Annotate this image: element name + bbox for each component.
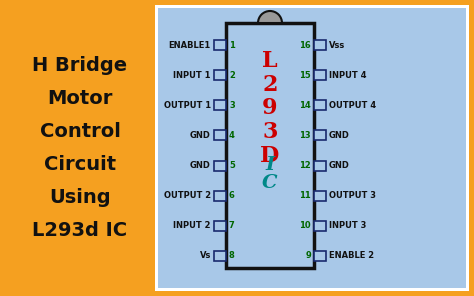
- Text: 4: 4: [229, 131, 235, 140]
- Text: 1: 1: [229, 41, 235, 49]
- Text: GND: GND: [190, 161, 211, 170]
- Bar: [158, 8, 466, 288]
- Text: ENABLE 2: ENABLE 2: [329, 252, 374, 260]
- Text: D: D: [260, 145, 280, 167]
- Bar: [314, 131, 326, 140]
- Bar: [214, 70, 226, 80]
- Bar: [214, 131, 226, 140]
- Text: H Bridge: H Bridge: [32, 56, 128, 75]
- Text: 6: 6: [229, 191, 235, 200]
- Bar: [314, 40, 326, 50]
- Text: 13: 13: [300, 131, 311, 140]
- Text: 9: 9: [262, 97, 278, 120]
- Text: 12: 12: [299, 161, 311, 170]
- Bar: [214, 160, 226, 170]
- Text: 9: 9: [305, 252, 311, 260]
- Bar: [155, 5, 469, 291]
- Text: 8: 8: [229, 252, 235, 260]
- Text: 14: 14: [299, 101, 311, 110]
- Text: 2: 2: [229, 71, 235, 80]
- Text: 3: 3: [262, 121, 278, 143]
- Text: INPUT 2: INPUT 2: [173, 221, 211, 230]
- Text: 11: 11: [299, 191, 311, 200]
- Text: OUTPUT 1: OUTPUT 1: [164, 101, 211, 110]
- Bar: [314, 70, 326, 80]
- Bar: [314, 191, 326, 201]
- Text: OUTPUT 2: OUTPUT 2: [164, 191, 211, 200]
- Text: 10: 10: [300, 221, 311, 230]
- Text: GND: GND: [190, 131, 211, 140]
- Text: Circuit: Circuit: [44, 155, 116, 174]
- Text: ENABLE1: ENABLE1: [169, 41, 211, 49]
- Text: I: I: [265, 156, 274, 174]
- Text: C: C: [262, 174, 278, 192]
- Text: INPUT 3: INPUT 3: [329, 221, 366, 230]
- Text: INPUT 4: INPUT 4: [329, 71, 366, 80]
- Bar: [314, 251, 326, 261]
- Bar: [214, 40, 226, 50]
- Text: 16: 16: [299, 41, 311, 49]
- Text: GND: GND: [329, 131, 350, 140]
- Text: Vs: Vs: [200, 252, 211, 260]
- Text: L: L: [262, 50, 278, 72]
- Text: GND: GND: [329, 161, 350, 170]
- Text: 5: 5: [229, 161, 235, 170]
- Text: OUTPUT 4: OUTPUT 4: [329, 101, 376, 110]
- Bar: [314, 160, 326, 170]
- Wedge shape: [258, 11, 282, 23]
- Bar: [314, 100, 326, 110]
- Bar: [214, 251, 226, 261]
- Text: Using: Using: [49, 188, 111, 207]
- Bar: [314, 221, 326, 231]
- Text: 15: 15: [299, 71, 311, 80]
- Bar: [214, 221, 226, 231]
- Text: OUTPUT 3: OUTPUT 3: [329, 191, 376, 200]
- Text: 3: 3: [229, 101, 235, 110]
- Bar: [214, 100, 226, 110]
- Text: Control: Control: [39, 122, 120, 141]
- Text: Motor: Motor: [47, 89, 113, 108]
- Bar: [226, 23, 314, 268]
- Text: L293d IC: L293d IC: [32, 221, 128, 240]
- Text: 7: 7: [229, 221, 235, 230]
- Bar: [214, 191, 226, 201]
- Text: INPUT 1: INPUT 1: [173, 71, 211, 80]
- Text: Vss: Vss: [329, 41, 345, 49]
- Text: 2: 2: [262, 74, 278, 96]
